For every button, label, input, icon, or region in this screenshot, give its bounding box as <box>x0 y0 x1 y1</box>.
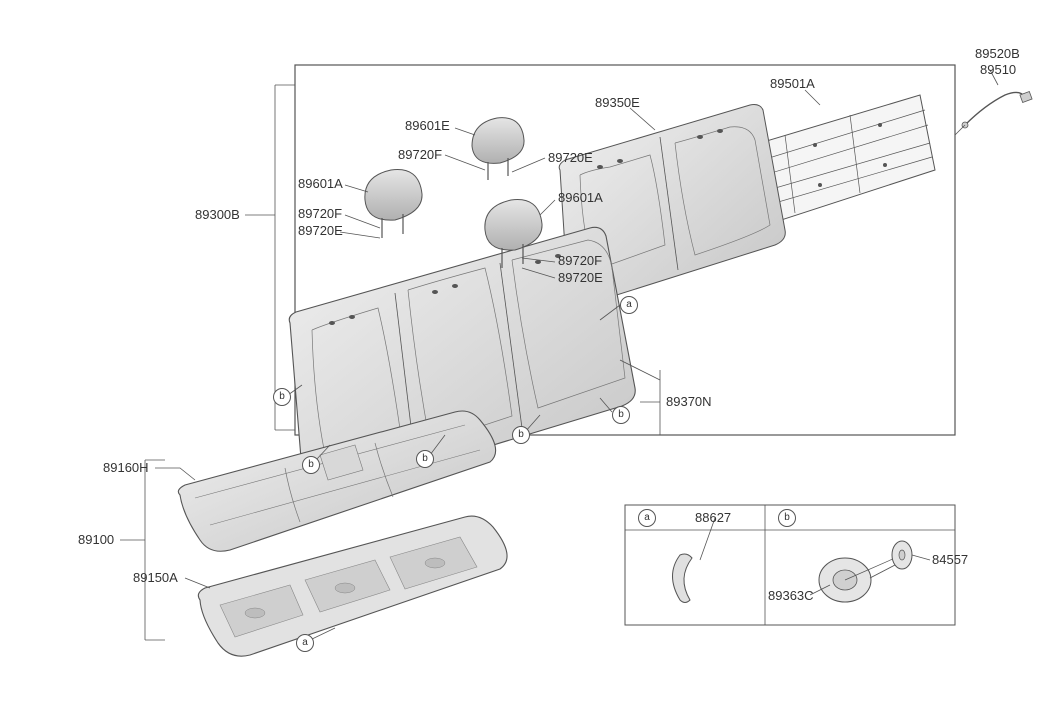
marker-b-back-2: b <box>416 450 434 468</box>
label-89363C: 89363C <box>768 588 814 603</box>
marker-a-pad: a <box>296 634 314 652</box>
label-89601E: 89601E <box>405 118 450 133</box>
label-89160H: 89160H <box>103 460 149 475</box>
label-89720F-2: 89720F <box>298 206 342 221</box>
marker-a-legend: a <box>638 509 656 527</box>
part-89520B-connector <box>962 92 1032 128</box>
label-89100: 89100 <box>78 532 114 547</box>
label-89601A-mid: 89601A <box>558 190 603 205</box>
label-89720F-3: 89720F <box>558 253 602 268</box>
part-89601E-headrest <box>472 118 524 180</box>
label-89350E: 89350E <box>595 95 640 110</box>
label-84557: 84557 <box>932 552 968 567</box>
label-88627: 88627 <box>695 510 731 525</box>
label-89300B: 89300B <box>195 207 240 222</box>
label-89150A: 89150A <box>133 570 178 585</box>
label-89510: 89510 <box>980 62 1016 77</box>
label-89720E-1: 89720E <box>548 150 593 165</box>
label-89720E-2: 89720E <box>298 223 343 238</box>
label-89370N: 89370N <box>666 394 712 409</box>
marker-b-legend: b <box>778 509 796 527</box>
label-89601A-top: 89601A <box>298 176 343 191</box>
diagram-canvas <box>0 0 1063 727</box>
marker-b-back-left: b <box>273 388 291 406</box>
marker-b-back-1: b <box>302 456 320 474</box>
label-89720E-3: 89720E <box>558 270 603 285</box>
part-89601A-headrest-left <box>365 170 422 239</box>
marker-a-back: a <box>620 296 638 314</box>
marker-b-back-4: b <box>612 406 630 424</box>
label-89520B: 89520B <box>975 46 1020 61</box>
marker-b-back-3: b <box>512 426 530 444</box>
label-89720F-1: 89720F <box>398 147 442 162</box>
label-89501A: 89501A <box>770 76 815 91</box>
